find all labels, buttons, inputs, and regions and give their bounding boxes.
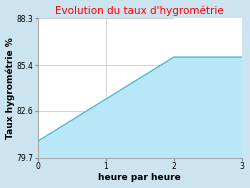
X-axis label: heure par heure: heure par heure [98,174,181,182]
Title: Evolution du taux d'hygrométrie: Evolution du taux d'hygrométrie [56,6,224,16]
Y-axis label: Taux hygrométrie %: Taux hygrométrie % [6,37,15,139]
